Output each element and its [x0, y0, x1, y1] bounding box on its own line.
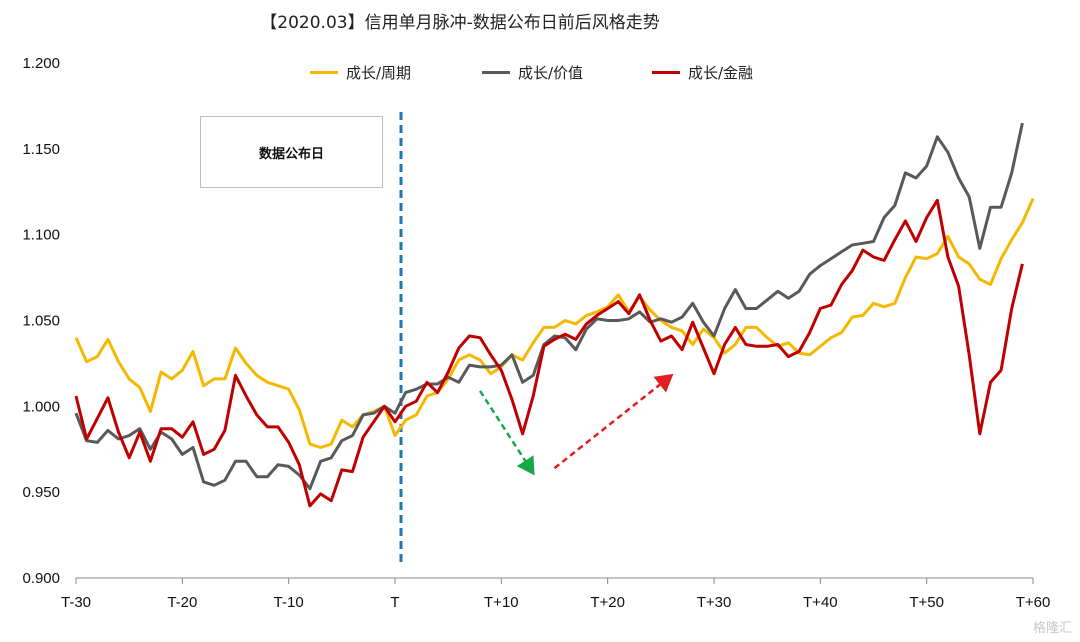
x-tick-label: T+50: [909, 594, 944, 611]
x-tick-label: T: [390, 594, 399, 611]
legend-label-growth-financial: 成长/金融: [688, 64, 754, 82]
x-tick-label: T+30: [697, 594, 732, 611]
y-tick-label: 1.100: [22, 227, 60, 244]
legend-label-growth-cyclical: 成长/周期: [346, 64, 412, 82]
legend-item-growth-cyclical: 成长/周期: [310, 62, 411, 83]
trend-arrow-1: [553, 373, 674, 470]
legend-item-growth-value: 成长/价值: [482, 62, 583, 83]
y-tick-label: 1.000: [22, 398, 60, 415]
series-line-1: [74, 122, 1024, 491]
y-tick-label: 0.950: [22, 484, 60, 501]
legend-swatch-growth-financial: [652, 71, 680, 74]
x-tick-label: T+40: [803, 594, 838, 611]
legend-item-growth-financial: 成长/金融: [652, 62, 753, 83]
series-line-2: [74, 198, 1024, 508]
x-tick-label: T-30: [61, 594, 91, 611]
x-tick-label: T+10: [484, 594, 519, 611]
x-tick-label: T-10: [274, 594, 304, 611]
x-tick-label: T-20: [167, 594, 197, 611]
release-day-annotation: 数据公布日: [200, 116, 383, 188]
x-tick-label: T+20: [590, 594, 625, 611]
legend-swatch-growth-value: [482, 71, 510, 74]
y-tick-label: 1.200: [22, 55, 60, 72]
series-line-0: [74, 197, 1035, 449]
legend-swatch-growth-cyclical: [310, 71, 338, 74]
watermark: 格隆汇: [1032, 621, 1072, 636]
y-tick-label: 1.150: [22, 141, 60, 158]
y-tick-label: 0.900: [22, 570, 60, 587]
legend-label-growth-value: 成长/价值: [518, 64, 584, 82]
trend-arrow-0: [479, 390, 535, 476]
y-tick-label: 1.050: [22, 313, 60, 330]
x-tick-label: T+60: [1016, 594, 1051, 611]
chart-title: 【2020.03】信用单月脉冲-数据公布日前后风格走势: [260, 13, 660, 33]
